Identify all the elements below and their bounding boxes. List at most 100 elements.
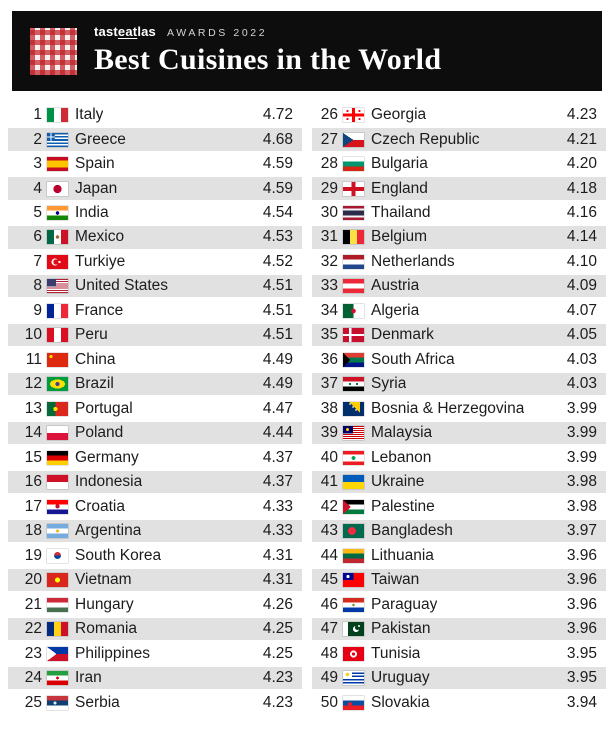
ranking-row: 19 South Korea 4.31 bbox=[8, 545, 302, 567]
country-name: Belgium bbox=[371, 228, 427, 246]
country-name: Argentina bbox=[75, 522, 142, 540]
ranking-row: 46 Paraguay 3.96 bbox=[312, 594, 606, 616]
country-name: Poland bbox=[75, 424, 124, 442]
rank-number: 6 bbox=[33, 228, 42, 246]
rank-number: 49 bbox=[320, 669, 338, 687]
ranking-column-right: 26 Georgia 4.23 27 Czech Republic 4.21 2… bbox=[312, 104, 606, 716]
flag-icon-vn bbox=[47, 573, 68, 588]
score-value: 3.98 bbox=[566, 497, 597, 515]
flag-icon-us bbox=[47, 279, 68, 294]
ranking-row: 43 Bangladesh 3.97 bbox=[312, 520, 606, 543]
flag-icon-uy bbox=[343, 671, 364, 686]
rank-number: 7 bbox=[33, 252, 42, 270]
country-name: Slovakia bbox=[371, 693, 430, 711]
score-value: 4.37 bbox=[262, 448, 293, 466]
score-value: 3.97 bbox=[566, 522, 597, 540]
rank-number: 46 bbox=[320, 595, 338, 613]
flag-icon-ar bbox=[47, 524, 68, 539]
ranking-row: 22 Romania 4.25 bbox=[8, 618, 302, 641]
rank-number: 25 bbox=[24, 693, 42, 711]
score-value: 4.23 bbox=[566, 106, 597, 124]
flag-icon-es bbox=[47, 157, 68, 172]
rank-number: 37 bbox=[320, 375, 338, 393]
ranking-row: 12 Brazil 4.49 bbox=[8, 373, 302, 396]
ranking-row: 15 Germany 4.37 bbox=[8, 447, 302, 469]
country-name: Spain bbox=[75, 155, 115, 173]
score-value: 4.31 bbox=[262, 546, 293, 564]
rank-number: 12 bbox=[24, 375, 42, 393]
rank-number: 22 bbox=[24, 620, 42, 638]
score-value: 4.51 bbox=[262, 301, 293, 319]
flag-icon-it bbox=[47, 108, 68, 123]
country-name: India bbox=[75, 203, 109, 221]
rank-number: 40 bbox=[320, 448, 338, 466]
rank-number: 27 bbox=[320, 130, 338, 148]
flag-icon-sy bbox=[343, 377, 364, 392]
flag-icon-nl bbox=[343, 254, 364, 269]
flag-icon-lt bbox=[343, 548, 364, 563]
rank-number: 38 bbox=[320, 399, 338, 417]
country-name: Netherlands bbox=[371, 252, 455, 270]
country-name: Lebanon bbox=[371, 448, 432, 466]
rank-number: 31 bbox=[320, 228, 338, 246]
score-value: 4.52 bbox=[262, 252, 293, 270]
ranking-row: 50 Slovakia 3.94 bbox=[312, 692, 606, 714]
flag-icon-ph bbox=[47, 646, 68, 661]
flag-icon-za bbox=[343, 352, 364, 367]
ranking-row: 26 Georgia 4.23 bbox=[312, 104, 606, 126]
flag-icon-sk bbox=[343, 695, 364, 710]
ranking-row: 1 Italy 4.72 bbox=[8, 104, 302, 126]
ranking-row: 48 Tunisia 3.95 bbox=[312, 643, 606, 665]
rank-number: 44 bbox=[320, 546, 338, 564]
score-value: 4.09 bbox=[566, 277, 597, 295]
country-name: Algeria bbox=[371, 301, 420, 319]
country-name: Malaysia bbox=[371, 424, 433, 442]
rank-number: 17 bbox=[24, 497, 42, 515]
ranking-row: 38 Bosnia & Herzegovina 3.99 bbox=[312, 398, 606, 420]
flag-icon-pe bbox=[47, 328, 68, 343]
country-name: Syria bbox=[371, 375, 407, 393]
flag-icon-pl bbox=[47, 426, 68, 441]
score-value: 3.99 bbox=[566, 424, 597, 442]
country-name: Romania bbox=[75, 620, 138, 638]
flag-icon-id bbox=[47, 475, 68, 490]
country-name: Iran bbox=[75, 669, 102, 687]
flag-icon-ba bbox=[343, 401, 364, 416]
ranking-row: 36 South Africa 4.03 bbox=[312, 349, 606, 371]
score-value: 4.49 bbox=[262, 375, 293, 393]
country-name: Serbia bbox=[75, 693, 120, 711]
flag-icon-th bbox=[343, 205, 364, 220]
rank-number: 19 bbox=[24, 546, 42, 564]
score-value: 4.72 bbox=[262, 106, 293, 124]
country-name: France bbox=[75, 301, 124, 319]
flag-icon-ro bbox=[47, 622, 68, 637]
ranking-row: 24 Iran 4.23 bbox=[8, 667, 302, 690]
country-name: Uruguay bbox=[371, 669, 430, 687]
ranking-row: 28 Bulgaria 4.20 bbox=[312, 153, 606, 175]
score-value: 4.68 bbox=[262, 130, 293, 148]
country-name: South Africa bbox=[371, 350, 455, 368]
country-name: United States bbox=[75, 277, 169, 295]
score-value: 4.21 bbox=[566, 130, 597, 148]
country-name: Croatia bbox=[75, 497, 125, 515]
rank-number: 13 bbox=[24, 399, 42, 417]
ranking-row: 33 Austria 4.09 bbox=[312, 275, 606, 298]
flag-icon-fr bbox=[47, 303, 68, 318]
rank-number: 8 bbox=[33, 277, 42, 295]
ranking-row: 45 Taiwan 3.96 bbox=[312, 569, 606, 592]
country-name: Mexico bbox=[75, 228, 125, 246]
score-value: 4.23 bbox=[262, 669, 293, 687]
flag-icon-kr bbox=[47, 548, 68, 563]
ranking-row: 3 Spain 4.59 bbox=[8, 153, 302, 175]
rank-number: 20 bbox=[24, 571, 42, 589]
ranking-row: 32 Netherlands 4.10 bbox=[312, 251, 606, 273]
flag-icon-hr bbox=[47, 499, 68, 514]
tasteatlas-gingham-logo-icon bbox=[30, 27, 77, 75]
ranking-row: 13 Portugal 4.47 bbox=[8, 398, 302, 420]
country-name: Indonesia bbox=[75, 473, 143, 491]
rank-number: 33 bbox=[320, 277, 338, 295]
score-value: 3.98 bbox=[566, 473, 597, 491]
rank-number: 4 bbox=[33, 179, 42, 197]
flag-icon-tw bbox=[343, 573, 364, 588]
ranking-row: 2 Greece 4.68 bbox=[8, 128, 302, 151]
